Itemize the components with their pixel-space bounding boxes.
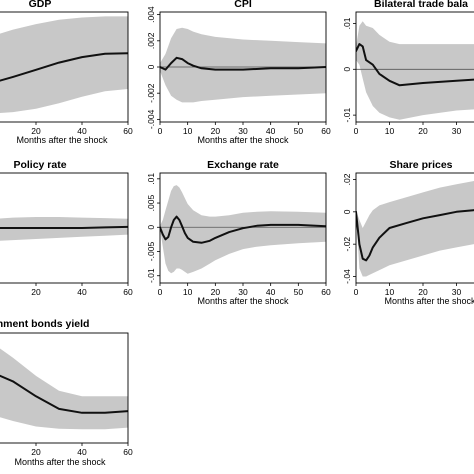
y-tick-label: .02 bbox=[342, 173, 352, 185]
panel-title: Bilateral trade bala bbox=[374, 0, 468, 10]
response-line bbox=[356, 43, 474, 87]
x-tick-label: 60 bbox=[123, 126, 133, 136]
y-tick-label: .01 bbox=[342, 17, 352, 29]
x-tick-label: 20 bbox=[418, 126, 428, 136]
panel-title: Exchange rate bbox=[207, 159, 279, 171]
x-tick-label: 40 bbox=[77, 287, 87, 297]
x-tick-label: 40 bbox=[77, 447, 87, 457]
x-tick-label: 20 bbox=[31, 126, 41, 136]
panel-3: Bilateral trade bala010203040(-.010.01 bbox=[342, 0, 474, 136]
x-tick-label: 50 bbox=[294, 126, 304, 136]
response-line bbox=[160, 56, 326, 71]
response-line bbox=[0, 225, 128, 229]
y-tick-label: .002 bbox=[146, 32, 156, 49]
x-tick-label: 30 bbox=[238, 126, 248, 136]
y-tick-label: -.002 bbox=[146, 83, 156, 103]
x-tick-label: 20 bbox=[31, 447, 41, 457]
y-tick-label: -.004 bbox=[146, 109, 156, 129]
x-tick-label: 40 bbox=[77, 126, 87, 136]
confidence-band bbox=[0, 348, 128, 430]
x-tick-label: 10 bbox=[183, 287, 193, 297]
response-line bbox=[356, 209, 474, 262]
panel-title: CPI bbox=[234, 0, 252, 10]
x-tick-label: 60 bbox=[123, 287, 133, 297]
y-tick-label: -.02 bbox=[342, 237, 352, 252]
y-tick-label: -.01 bbox=[342, 108, 352, 123]
x-axis-label: Months after the shock bbox=[16, 135, 108, 145]
y-tick-label: -.04 bbox=[342, 269, 352, 284]
y-tick-label: .005 bbox=[146, 195, 156, 212]
x-tick-label: 20 bbox=[418, 287, 428, 297]
x-tick-label: 0 bbox=[158, 287, 163, 297]
y-tick-label: -.005 bbox=[146, 242, 156, 262]
panel-title: overnment bonds yield bbox=[0, 318, 89, 330]
x-tick-label: 60 bbox=[321, 287, 331, 297]
response-line bbox=[160, 215, 326, 244]
y-tick-label: 0 bbox=[146, 225, 156, 230]
x-axis-label: Months after the shock bbox=[14, 457, 106, 467]
x-tick-label: 40 bbox=[266, 126, 276, 136]
plot-frame bbox=[0, 11, 129, 123]
panel-4: Policy rate0204060 bbox=[0, 159, 133, 297]
x-axis-label: Months after the shock bbox=[384, 296, 474, 306]
x-tick-label: 0 bbox=[354, 126, 359, 136]
x-tick-label: 10 bbox=[183, 126, 193, 136]
panel-5: Exchange rate 0 10 20 30 40 50 60 -.01 -.005 0 .005… bbox=[146, 159, 331, 306]
confidence-band bbox=[0, 16, 128, 114]
x-axis-label: Months after the shock bbox=[197, 135, 289, 145]
x-tick-label: 10 bbox=[385, 126, 395, 136]
x-tick-label: 50 bbox=[294, 287, 304, 297]
plot-frame bbox=[0, 172, 129, 284]
x-axis-label: Months after the shock bbox=[197, 296, 289, 306]
y-tick-label: .004 bbox=[146, 6, 156, 23]
x-tick-label: 60 bbox=[321, 126, 331, 136]
confidence-band bbox=[160, 185, 326, 274]
confidence-band bbox=[356, 181, 474, 277]
x-tick-label: 20 bbox=[31, 287, 41, 297]
y-tick-label: -.01 bbox=[146, 268, 156, 283]
panel-1: GDP0204060Months after the shock bbox=[0, 0, 133, 145]
panel-2: CPI 0 10 20 30 40 50 60 -.004 -.002 0 .002 .004 Month… bbox=[146, 0, 331, 145]
y-tick-label: 0 bbox=[342, 209, 352, 214]
y-tick-label: .01 bbox=[146, 173, 156, 185]
x-tick-label: 10 bbox=[385, 287, 395, 297]
x-tick-label: 20 bbox=[211, 287, 221, 297]
plot-frame bbox=[0, 332, 129, 444]
y-tick-label: 0 bbox=[146, 64, 156, 69]
response-line bbox=[0, 374, 128, 414]
x-tick-label: 0 bbox=[354, 287, 359, 297]
y-tick-label: 0 bbox=[342, 67, 352, 72]
confidence-band bbox=[0, 217, 128, 241]
panel-title: GDP bbox=[29, 0, 52, 10]
confidence-band bbox=[160, 27, 326, 103]
panel-title: Policy rate bbox=[13, 159, 66, 171]
x-tick-label: 30 bbox=[452, 287, 462, 297]
x-tick-label: 60 bbox=[123, 447, 133, 457]
x-tick-label: 20 bbox=[211, 126, 221, 136]
panel-7: overnment bonds yield0204060Months after… bbox=[0, 318, 133, 467]
x-tick-label: 0 bbox=[158, 126, 163, 136]
x-tick-label: 30 bbox=[238, 287, 248, 297]
panel-title: Share prices bbox=[389, 159, 452, 171]
response-line bbox=[0, 52, 128, 82]
x-tick-label: 30 bbox=[452, 126, 462, 136]
confidence-band bbox=[356, 21, 474, 120]
x-tick-label: 40 bbox=[266, 287, 276, 297]
panel-6: Share prices010203040-.04-.020.02Months … bbox=[342, 159, 474, 306]
